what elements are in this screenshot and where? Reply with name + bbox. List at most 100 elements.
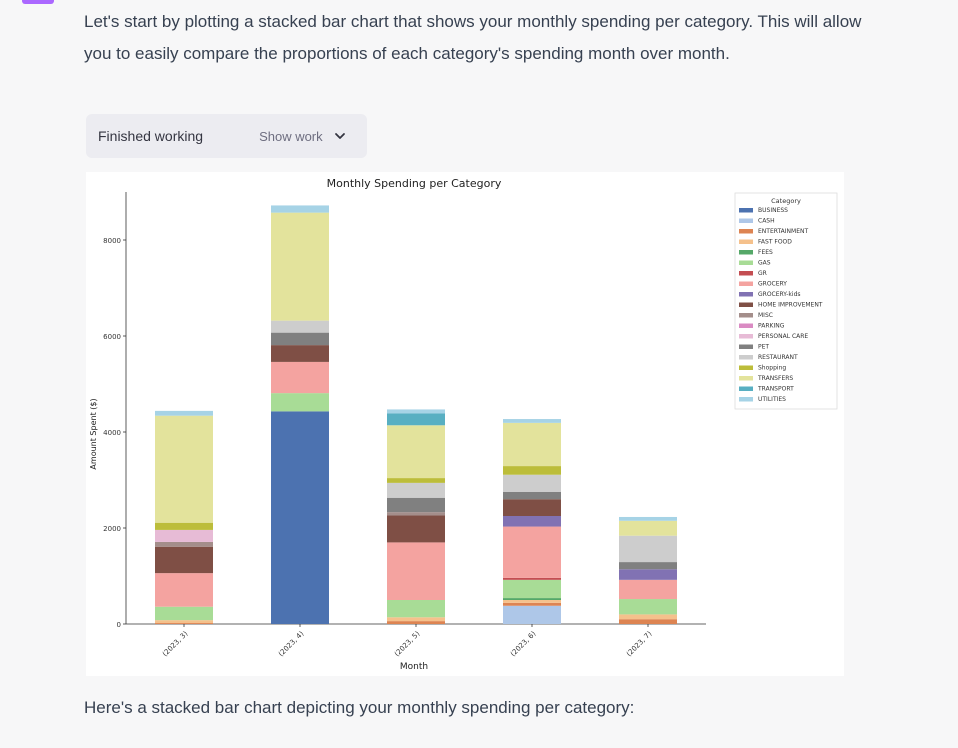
bar-segment <box>271 345 329 362</box>
bar-segment <box>503 466 561 475</box>
bar-segment <box>387 617 445 622</box>
bar-segment <box>387 409 445 414</box>
bar-segment <box>155 573 213 607</box>
bar-segment <box>387 425 445 479</box>
legend-entry: ENTERTAINMENT <box>758 228 808 235</box>
bar-segment <box>155 623 213 624</box>
legend-entry: BUSINESS <box>758 207 788 214</box>
bar-segment <box>503 526 561 578</box>
work-status-label: Finished working <box>98 128 204 144</box>
bar-segment <box>619 516 677 521</box>
bar-segment <box>387 482 445 498</box>
y-tick-label: 4000 <box>103 429 121 437</box>
x-tick-label: (2023, 6) <box>509 630 538 659</box>
legend-entry: PERSONAL CARE <box>758 333 808 340</box>
chart-title: Monthly Spending per Category <box>327 177 502 190</box>
bar-segment <box>503 474 561 492</box>
bar-segment <box>155 529 213 542</box>
bar-segment <box>387 413 445 426</box>
stacked-bar-chart: Monthly Spending per Category Month Amou… <box>89 177 838 672</box>
legend-entry: PET <box>758 344 769 351</box>
assistant-avatar <box>22 0 54 4</box>
bar-segment <box>271 212 329 321</box>
bar-segment <box>155 620 213 624</box>
bar-segment <box>619 579 677 600</box>
bar-segment <box>503 516 561 527</box>
bar-segment <box>503 492 561 500</box>
bar-segment <box>387 621 445 624</box>
bar-segment <box>503 577 561 580</box>
x-tick-label: (2023, 4) <box>277 630 306 659</box>
bar-segment <box>503 579 561 599</box>
legend-entry: UTILITIES <box>758 396 786 403</box>
legend-swatch <box>739 260 753 265</box>
legend-entry: GROCERY-kids <box>758 291 801 298</box>
legend-entry: GR <box>758 270 767 277</box>
legend-entry: PARKING <box>758 323 785 330</box>
chart-legend: Category BUSINESS CASH ENTERTAINMENT FAST F… <box>734 192 838 410</box>
bar-segment <box>619 569 677 580</box>
bar-segment <box>271 205 329 213</box>
assistant-caption-text: Here's a stacked bar chart depicting you… <box>84 698 635 717</box>
bar-segment <box>271 320 329 333</box>
legend-entry: Shopping <box>758 365 786 372</box>
legend-swatch <box>739 323 753 328</box>
bar-segment <box>619 562 677 570</box>
legend-entry: RESTAURANT <box>758 354 798 361</box>
legend-entry: CASH <box>758 218 775 225</box>
bar-segment <box>619 520 677 536</box>
bar-segment <box>619 619 677 624</box>
y-tick-label: 6000 <box>103 333 121 341</box>
bar-segment <box>155 606 213 621</box>
bar-segment <box>387 497 445 513</box>
x-tick-label: (2023, 5) <box>393 630 422 659</box>
bar-segment <box>619 614 677 620</box>
bar-segment <box>155 546 213 574</box>
legend-swatch <box>739 229 753 234</box>
legend-swatch <box>739 386 753 391</box>
legend-swatch <box>739 292 753 297</box>
bar-segment <box>387 512 445 516</box>
bar-segment <box>387 478 445 483</box>
legend-swatch <box>739 250 753 255</box>
legend-swatch <box>739 271 753 276</box>
bar-segment <box>155 415 213 523</box>
chevron-down-icon[interactable] <box>333 129 347 143</box>
legend-swatch <box>739 334 753 339</box>
bar-segment <box>387 515 445 543</box>
legend-swatch <box>739 355 753 360</box>
legend-swatch <box>739 365 753 370</box>
plot-area: 0 2000 4000 6000 8000 (2023, 3) (2023, 4) (2023… <box>103 192 706 658</box>
legend-entry: GAS <box>758 260 771 267</box>
y-axis-label: Amount Spent ($) <box>89 398 98 469</box>
show-work-button[interactable]: Show work <box>259 128 323 144</box>
legend-title: Category <box>771 197 801 205</box>
y-tick-label: 0 <box>117 621 121 629</box>
code-interpreter-panel[interactable]: Finished working Show work <box>86 114 367 158</box>
bar-segment <box>503 598 561 600</box>
legend-entry: GROCERY <box>758 281 787 288</box>
bar-segment <box>387 600 445 618</box>
legend-entry: TRANSPORT <box>757 386 794 393</box>
bar-segment <box>503 499 561 516</box>
assistant-intro-text: Let's start by plotting a stacked bar ch… <box>84 12 862 63</box>
y-tick-label: 2000 <box>103 525 121 533</box>
bar-segment <box>503 605 561 624</box>
legend-entry: MISC <box>758 312 773 319</box>
bar-segment <box>155 522 213 530</box>
bar-segment <box>155 541 213 547</box>
x-axis-label: Month <box>400 662 428 672</box>
chart-image: Monthly Spending per Category Month Amou… <box>86 172 844 676</box>
bar-segment <box>271 411 329 624</box>
legend-swatch <box>739 281 753 286</box>
legend-swatch <box>739 397 753 402</box>
y-tick-label: 8000 <box>103 237 121 245</box>
legend-swatch <box>739 239 753 244</box>
bar-segment <box>503 422 561 467</box>
legend-entry: FEES <box>758 249 773 256</box>
legend-swatch <box>739 313 753 318</box>
legend-swatch <box>739 208 753 213</box>
legend-entry: TRANSFERS <box>757 375 793 382</box>
legend-entry: FAST FOOD <box>758 239 792 246</box>
bar-segment <box>503 602 561 606</box>
